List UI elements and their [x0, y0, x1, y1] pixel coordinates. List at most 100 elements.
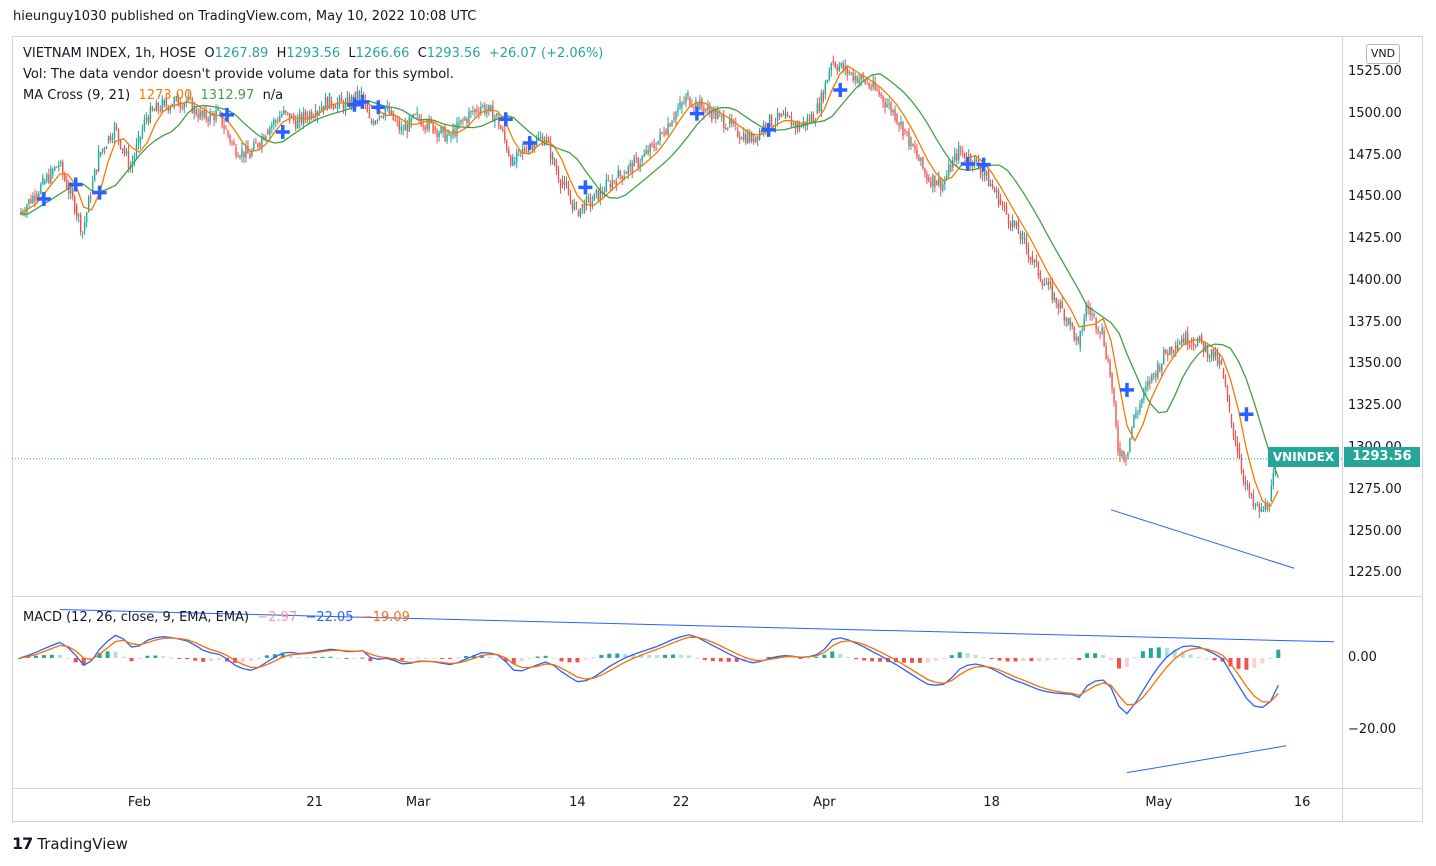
candle-body — [291, 115, 293, 119]
candle-body — [1250, 494, 1253, 496]
macd-histogram-bar — [320, 656, 325, 658]
candle-body — [48, 174, 50, 183]
ma-cross-legend[interactable]: MA Cross (9, 21) 1273.00 1312.97 n/a — [23, 88, 283, 103]
candle-body — [1145, 386, 1147, 391]
candle-body — [1067, 318, 1069, 325]
candle-body — [880, 93, 882, 96]
candle-body — [969, 154, 972, 164]
macd-legend[interactable]: MACD (12, 26, close, 9, EMA, EMA) −2.97 … — [23, 610, 410, 625]
brand-name: TradingView — [37, 834, 128, 853]
candle-body — [1228, 399, 1231, 410]
candle-body — [1143, 390, 1145, 400]
candle-body — [486, 110, 488, 114]
macd-histogram-bar — [448, 657, 453, 660]
candle-body — [1220, 360, 1223, 365]
candle-body — [344, 101, 347, 111]
candle-body — [983, 172, 986, 176]
candle-body — [171, 103, 173, 106]
candle-body — [44, 180, 46, 185]
candle-body — [336, 102, 339, 109]
candle-body — [1127, 451, 1129, 457]
macd-histogram-bar — [671, 654, 676, 658]
ma-cross-marker — [371, 100, 386, 115]
candle-body — [872, 81, 874, 88]
macd-signal-line — [19, 636, 1279, 706]
macd-histogram-bar — [631, 654, 636, 658]
candle-body — [97, 150, 100, 172]
tradingview-brand[interactable]: 17 TradingView — [12, 834, 128, 853]
macd-histogram-bar — [854, 657, 859, 660]
candle-body — [818, 103, 821, 112]
macd-histogram-bar — [535, 656, 540, 658]
price-tick-label: 1450.00 — [1348, 189, 1402, 205]
candle-body — [1202, 341, 1205, 352]
candle-body — [950, 164, 952, 172]
candle-body — [376, 120, 379, 122]
candle-body — [675, 111, 677, 120]
candle-body — [661, 132, 663, 134]
candle-body — [518, 150, 520, 152]
macd-histogram-bar — [153, 655, 158, 658]
candle-body — [1075, 337, 1077, 341]
candle-body — [673, 117, 675, 120]
candle-body — [631, 163, 633, 173]
candle-body — [940, 178, 942, 191]
candle-body — [139, 136, 142, 143]
candle-body — [137, 134, 140, 145]
candle-body — [1007, 214, 1010, 224]
currency-button[interactable]: VND — [1366, 44, 1400, 64]
candle-body — [794, 122, 797, 129]
ma-cross-marker — [220, 107, 235, 122]
symbol-title: VIETNAM INDEX, 1h, HOSE — [23, 46, 197, 61]
candle-body — [563, 181, 566, 185]
candle-body — [1099, 331, 1101, 334]
candle-body — [898, 122, 900, 126]
candle-body — [1230, 414, 1233, 423]
candle-body — [1161, 363, 1163, 371]
candle-body — [46, 174, 48, 181]
candle-body — [637, 158, 639, 168]
ma-slow-value: 1312.97 — [200, 88, 255, 103]
candle-body — [287, 112, 289, 114]
macd-histogram-bar — [177, 657, 182, 659]
candle-body — [76, 205, 78, 217]
candle-body — [141, 128, 144, 137]
candle-body — [770, 114, 773, 127]
candle-body — [155, 102, 158, 112]
macd-histogram-bar — [1117, 657, 1122, 669]
price-scale-border — [1342, 36, 1343, 822]
macd-histogram-bar — [758, 657, 763, 659]
candle-body — [1185, 332, 1187, 344]
pane-separator[interactable] — [12, 596, 1423, 597]
candle-body — [840, 63, 842, 67]
macd-histogram-bar — [511, 657, 516, 664]
chart-frame — [12, 36, 1423, 822]
candle-body — [858, 79, 860, 83]
symbol-legend[interactable]: VIETNAM INDEX, 1h, HOSE O1267.89 H1293.5… — [23, 46, 603, 61]
macd-histogram-bar — [1236, 657, 1241, 669]
candle-body — [878, 90, 880, 95]
candle-body — [866, 83, 868, 85]
candle-body — [669, 123, 671, 127]
candle-body — [888, 103, 890, 105]
candle-body — [442, 126, 444, 133]
macd-histogram-bar — [424, 657, 429, 659]
candle-body — [466, 118, 468, 123]
macd-histogram-bar — [870, 657, 875, 662]
macd-histogram-bar — [1156, 647, 1161, 658]
candle-body — [926, 173, 928, 181]
macd-histogram-bar — [248, 657, 253, 661]
candle-body — [450, 134, 452, 138]
candle-body — [510, 155, 512, 166]
candle-body — [1115, 403, 1117, 426]
macd-histogram-bar — [878, 657, 883, 662]
candle-body — [733, 122, 735, 124]
candle-body — [370, 120, 373, 123]
ma-cross-marker — [36, 192, 51, 207]
candle-body — [267, 130, 269, 135]
candle-body — [1151, 373, 1153, 382]
macd-trend-line — [1126, 745, 1287, 774]
macd-histogram-bar — [639, 654, 644, 658]
candle-body — [229, 135, 231, 142]
